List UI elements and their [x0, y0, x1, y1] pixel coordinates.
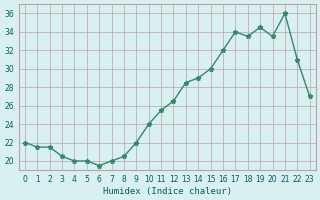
X-axis label: Humidex (Indice chaleur): Humidex (Indice chaleur) [103, 187, 232, 196]
